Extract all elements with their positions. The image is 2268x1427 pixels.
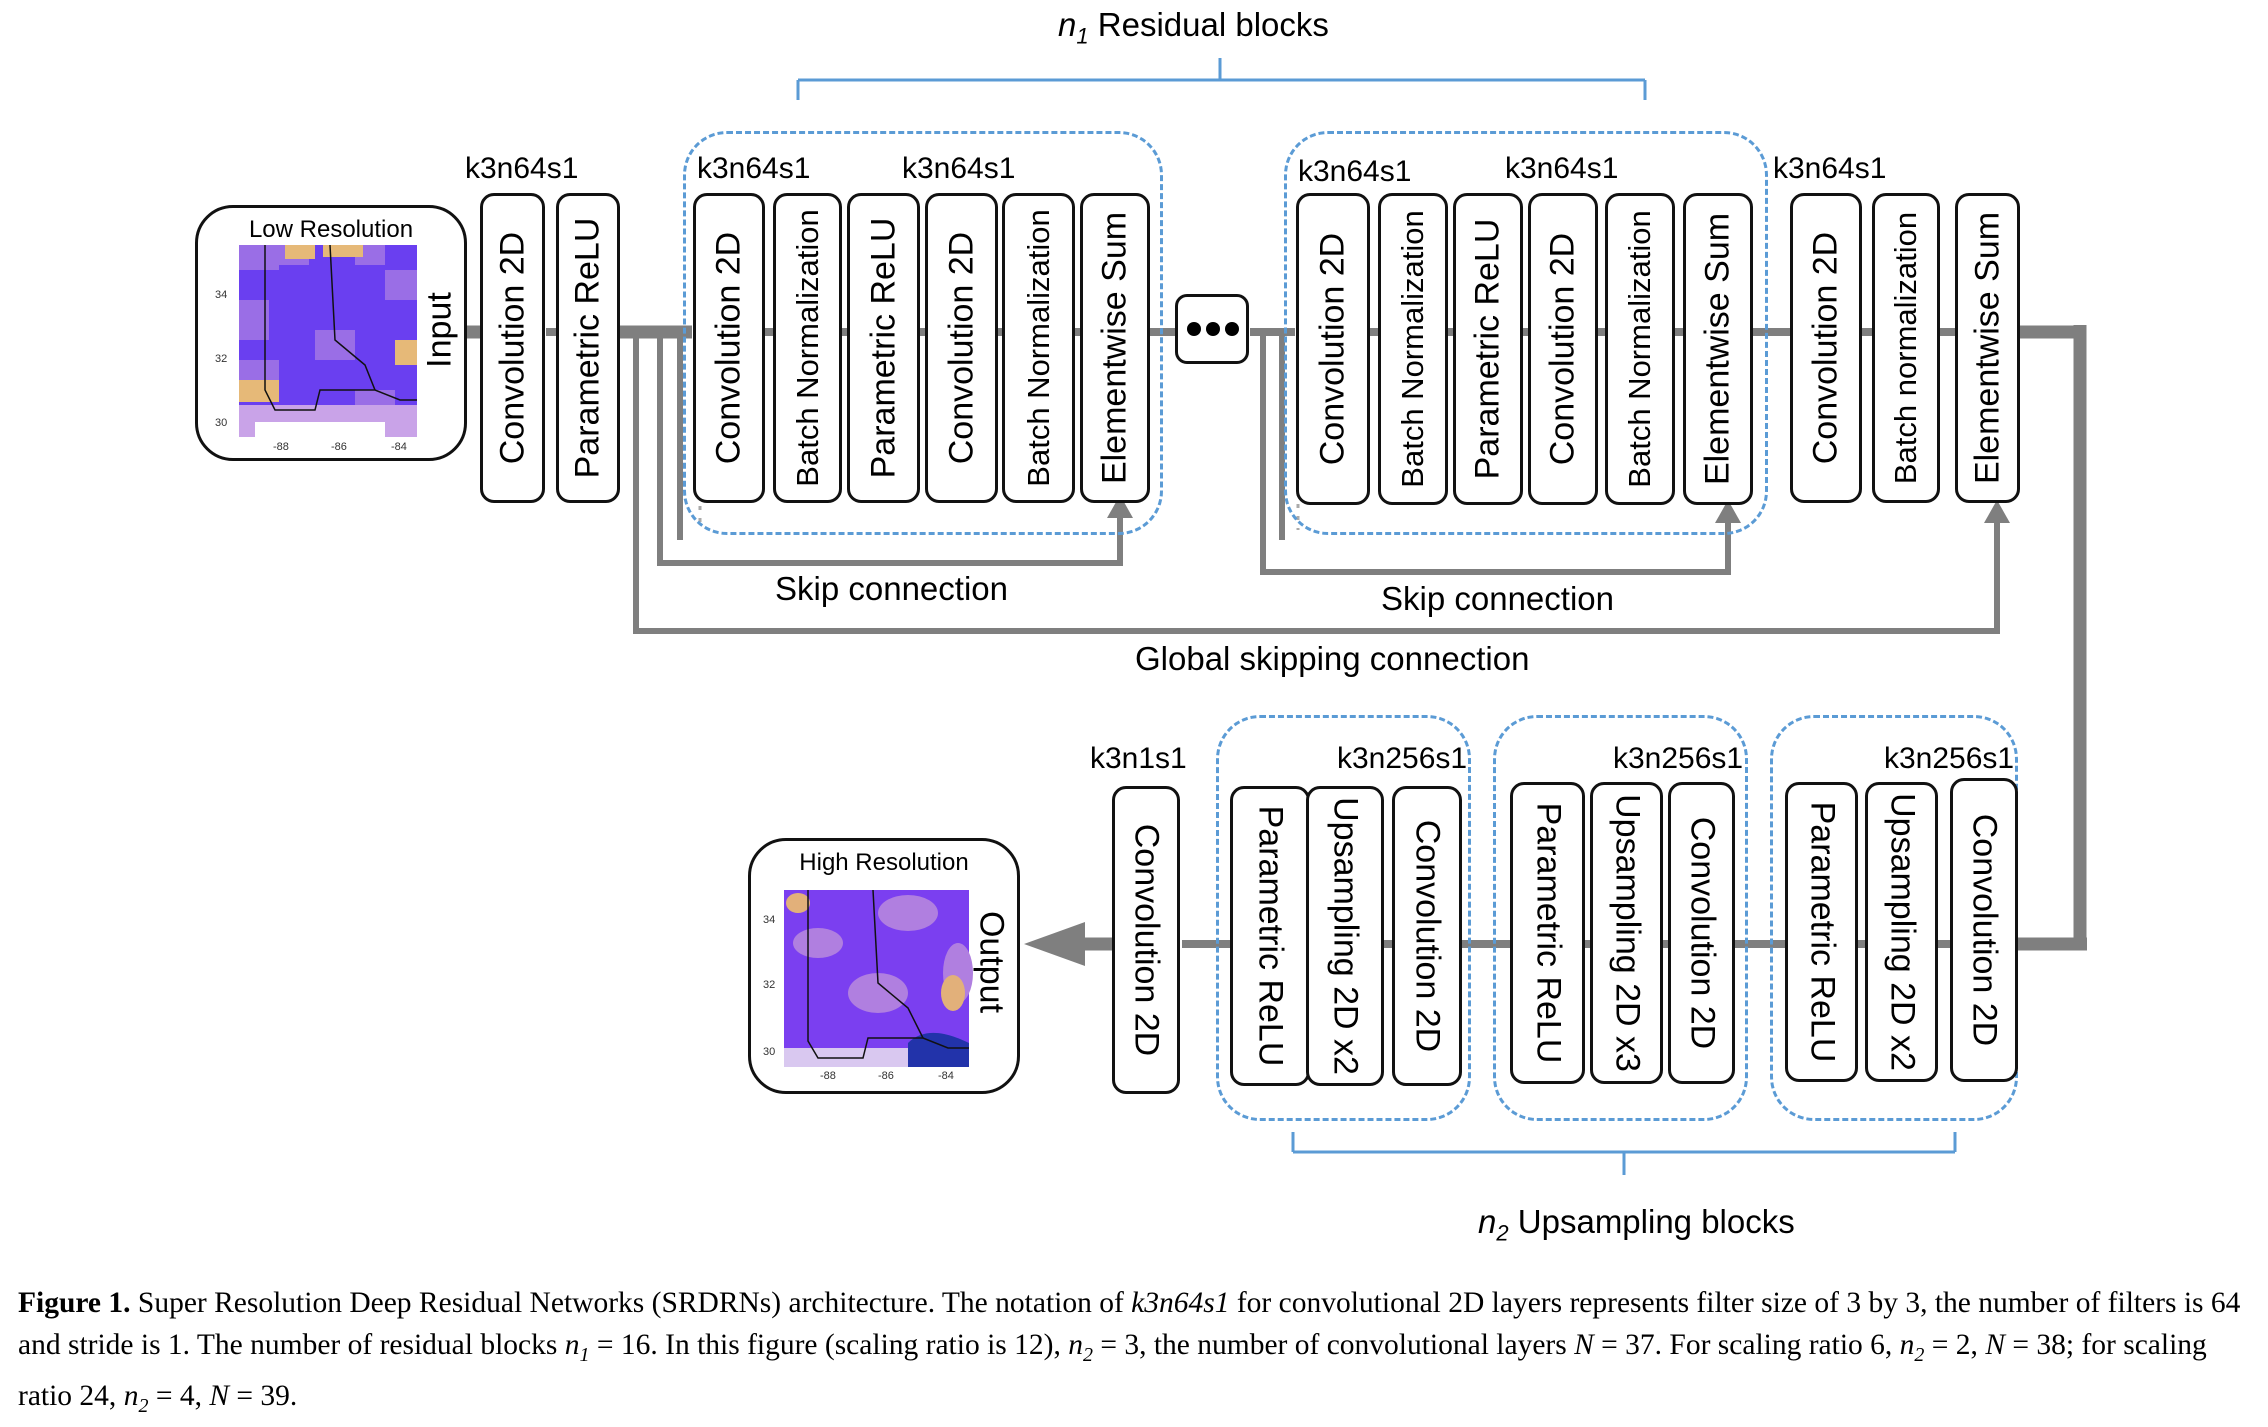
ellipsis-icon <box>1187 322 1239 336</box>
map-title: Low Resolution <box>248 216 414 243</box>
layer-conv2d: Convolution 2D <box>1668 782 1735 1084</box>
layer-conv2d: Convolution 2D <box>1950 778 2018 1082</box>
layer-conv2d: Convolution 2D <box>1790 193 1862 503</box>
ellipsis-box <box>1175 294 1249 364</box>
layer-conv2d: Convolution 2D <box>693 193 765 503</box>
map-y-tick: 32 <box>215 353 227 365</box>
high-resolution-map: 34 32 30 -88 -86 -84 <box>763 889 973 1082</box>
architecture-diagram: n1 Residual blocks n2 Upsampling blocks … <box>195 6 2087 1246</box>
layer-conv2d: Convolution 2D <box>925 193 998 503</box>
layer-conv2d-output: Convolution 2D <box>1112 786 1180 1094</box>
param-label: k3n64s1 <box>697 152 811 185</box>
main-flow-line-top <box>462 325 2087 951</box>
map-title: High Resolution <box>799 849 969 876</box>
layer-prelu-input: Parametric ReLU <box>556 193 620 503</box>
map-x-tick: -86 <box>878 1070 894 1082</box>
residual-block-n <box>1284 131 1768 535</box>
skip-connection-1-line <box>657 332 1123 566</box>
residual-block-1 <box>683 131 1163 535</box>
layer-batchnorm: Batch Normalization <box>1378 193 1448 505</box>
map-y-tick: 34 <box>215 289 227 301</box>
param-label: k3n256s1 <box>1884 742 2015 775</box>
layer-conv2d: Convolution 2D <box>1392 786 1462 1086</box>
param-label: k3n64s1 <box>1773 152 1887 185</box>
brace-upsampling <box>1291 1132 1957 1175</box>
map-y-tick: 30 <box>215 417 227 429</box>
global-skip-line <box>633 332 2000 634</box>
low-resolution-map: 34 32 30 -88 -86 -84 <box>215 244 417 450</box>
map-y-tick: 32 <box>763 979 775 991</box>
map-x-tick: -88 <box>273 441 289 450</box>
brace-residual <box>796 58 1647 100</box>
skip-connection-label: Skip connection <box>1381 580 1614 617</box>
output-arrowhead <box>1024 922 1085 966</box>
map-x-tick: -84 <box>391 441 407 450</box>
layer-prelu: Parametric ReLU <box>1453 193 1523 505</box>
layer-elementwise-sum: Elementwise Sum <box>1683 193 1753 505</box>
upsampling-blocks-title: n2 Upsampling blocks <box>1478 1203 1795 1246</box>
layer-elementwise-sum: Elementwise Sum <box>1080 193 1150 503</box>
layer-conv2d: Convolution 2D <box>1528 193 1598 505</box>
output-label: Output <box>972 910 1011 1014</box>
figure-caption: Figure 1. Super Resolution Deep Residual… <box>18 1287 2241 1417</box>
map-y-tick: 30 <box>763 1046 775 1058</box>
layer-upsampling: Upsampling 2D x3 <box>1590 782 1663 1084</box>
figure-label: Figure 1. <box>18 1287 131 1319</box>
layer-conv2d: Convolution 2D <box>1296 193 1370 505</box>
param-label: k3n64s1 <box>1298 155 1412 188</box>
layer-upsampling: Upsampling 2D x2 <box>1306 786 1384 1086</box>
layer-batchnorm: Batch Normalization <box>1605 193 1675 505</box>
layer-batchnorm: Batch Normalization <box>773 193 842 503</box>
map-x-tick: -86 <box>331 441 347 450</box>
layer-batchnorm: Batch normalization <box>1872 193 1940 503</box>
skip-connection-label: Skip connection <box>775 570 1008 607</box>
map-y-tick: 34 <box>763 914 775 926</box>
layer-conv2d-input: Convolution 2D <box>480 193 545 503</box>
residual-blocks-title: n1 Residual blocks <box>1058 6 1329 49</box>
input-label: Input <box>420 292 459 368</box>
layer-elementwise-sum: Elementwise Sum <box>1955 193 2020 503</box>
layer-prelu: Parametric ReLU <box>1230 786 1310 1086</box>
param-label: k3n64s1 <box>465 152 579 185</box>
param-label: k3n64s1 <box>1505 152 1619 185</box>
map-x-tick: -88 <box>820 1070 836 1082</box>
param-label: k3n256s1 <box>1337 742 1468 775</box>
layer-prelu: Parametric ReLU <box>847 193 920 503</box>
param-label: k3n64s1 <box>902 152 1016 185</box>
layer-prelu: Parametric ReLU <box>1785 782 1858 1082</box>
global-skip-label: Global skipping connection <box>1135 640 1530 677</box>
layer-upsampling: Upsampling 2D x2 <box>1865 782 1938 1082</box>
upsampling-block-1 <box>1216 715 1471 1121</box>
param-label: k3n1s1 <box>1090 742 1187 775</box>
map-x-tick: -84 <box>938 1070 954 1082</box>
upsampling-block-2 <box>1493 715 1748 1121</box>
param-label: k3n256s1 <box>1613 742 1744 775</box>
layer-prelu: Parametric ReLU <box>1510 782 1585 1084</box>
layer-batchnorm: Batch Normalization <box>1002 193 1075 503</box>
